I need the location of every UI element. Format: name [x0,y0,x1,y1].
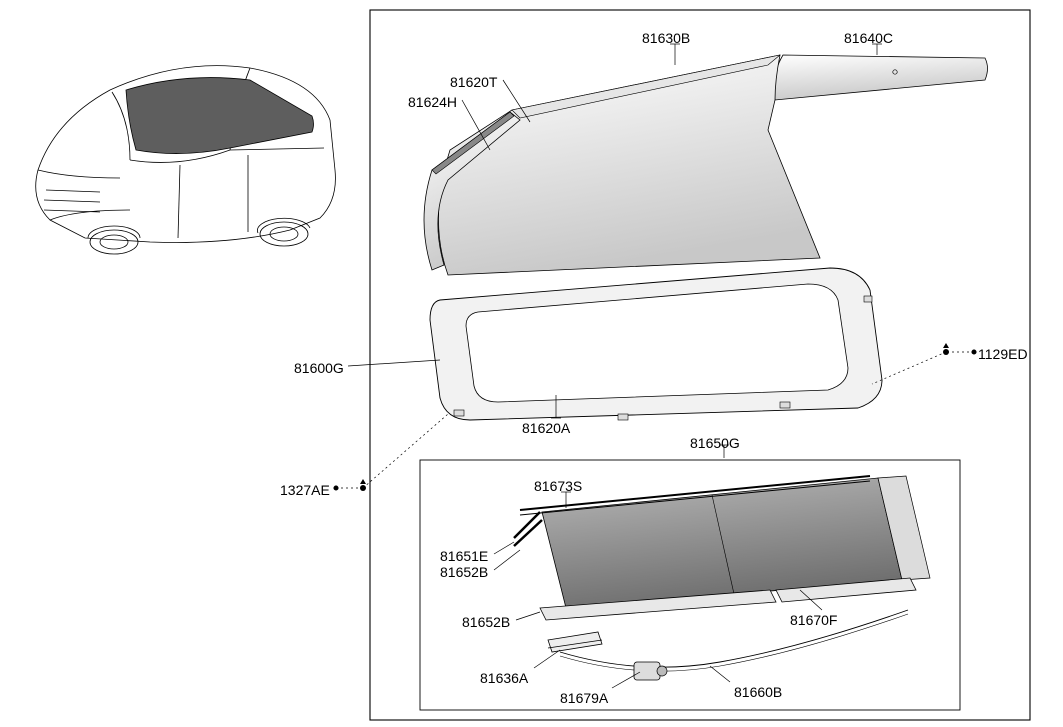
label-81670F: 81670F [790,612,837,628]
label-81650G: 81650G [690,435,740,451]
label-81673S: 81673S [534,478,582,494]
label-81640C: 81640C [844,30,893,46]
label-81620T: 81620T [450,74,497,90]
label-1129ED: 1129ED [978,346,1028,362]
bolt-1129ED [872,343,949,384]
label-81652B: 81652B [462,614,510,630]
context-roof-highlight [126,78,314,154]
diagram-canvas [0,0,1063,727]
label-81624H: 81624H [408,94,457,110]
label-81652B: 81652B [440,564,488,580]
bolt-1327AE [360,414,448,491]
label-81630B: 81630B [642,30,690,46]
frame-assy-81600G [430,268,882,420]
label-81679A: 81679A [560,690,608,706]
label-81600G: 81600G [294,360,344,376]
context-vehicle [36,66,336,254]
label-1327AE: 1327AE [280,482,330,498]
deflector-81636A [548,632,602,652]
cable-81660B [560,610,908,667]
label-81620A: 81620A [522,420,570,436]
label-81636A: 81636A [480,670,528,686]
label-81651E: 81651E [440,548,488,564]
label-81660B: 81660B [734,684,782,700]
rear-glass-81640C [774,55,988,100]
motor-81679A [634,662,667,680]
